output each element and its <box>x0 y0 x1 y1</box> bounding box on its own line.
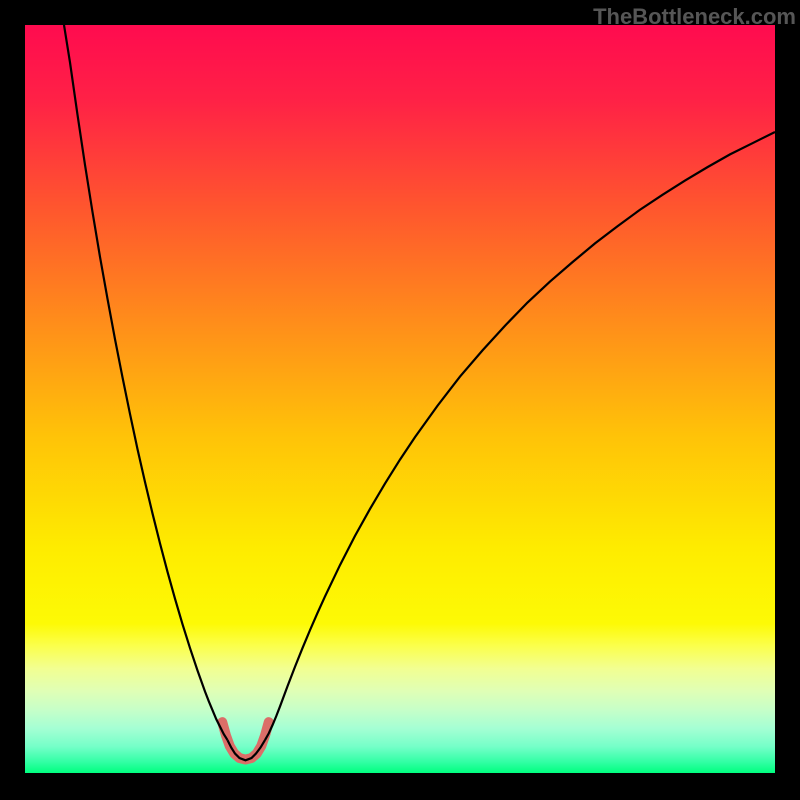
chart-svg <box>25 25 775 773</box>
plot-area <box>25 25 775 773</box>
gradient-background <box>25 25 775 773</box>
watermark-text: TheBottleneck.com <box>593 4 796 30</box>
